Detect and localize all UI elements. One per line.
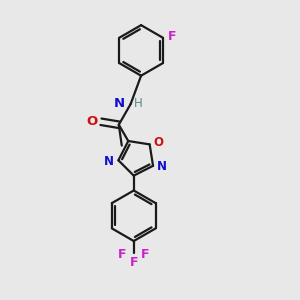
Text: O: O: [86, 115, 98, 128]
Text: N: N: [104, 155, 114, 168]
Text: O: O: [154, 136, 164, 149]
Text: F: F: [130, 256, 138, 269]
Text: H: H: [134, 98, 142, 110]
Text: F: F: [167, 30, 176, 43]
Text: F: F: [141, 248, 149, 261]
Text: N: N: [157, 160, 167, 173]
Text: N: N: [114, 98, 125, 110]
Text: F: F: [118, 248, 127, 261]
